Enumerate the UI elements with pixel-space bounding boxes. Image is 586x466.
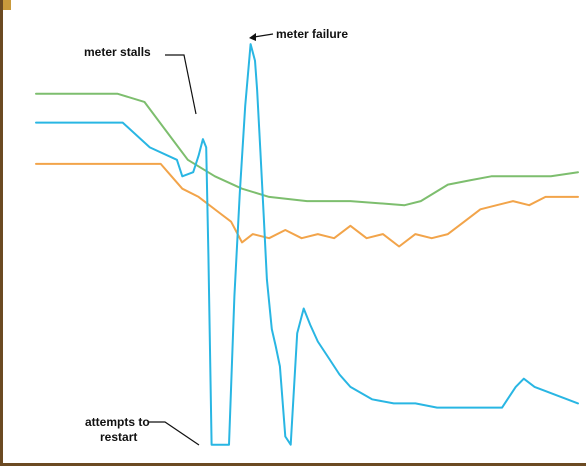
annotation-meter-failure-leader — [253, 33, 274, 38]
annotation-restart: restart — [100, 430, 137, 444]
series-line-0 — [35, 92, 579, 207]
annotation-attempts-to: attempts to — [85, 415, 150, 429]
annotation-layer: meter stalls meter failure attempts to r… — [84, 27, 348, 446]
corner-tab-decoration — [3, 0, 11, 10]
annotation-attempts-to-restart-leader — [149, 421, 200, 446]
line-chart: meter stalls meter failure attempts to r… — [35, 27, 579, 446]
series-layer — [35, 43, 579, 446]
series-line-1 — [35, 162, 579, 248]
annotation-meter-stalls: meter stalls — [84, 45, 151, 59]
annotation-meter-stalls-leader — [165, 54, 197, 115]
annotation-meter-failure: meter failure — [276, 27, 348, 41]
annotation-meter-failure-arrowhead — [249, 33, 256, 41]
series-line-2 — [35, 43, 579, 446]
